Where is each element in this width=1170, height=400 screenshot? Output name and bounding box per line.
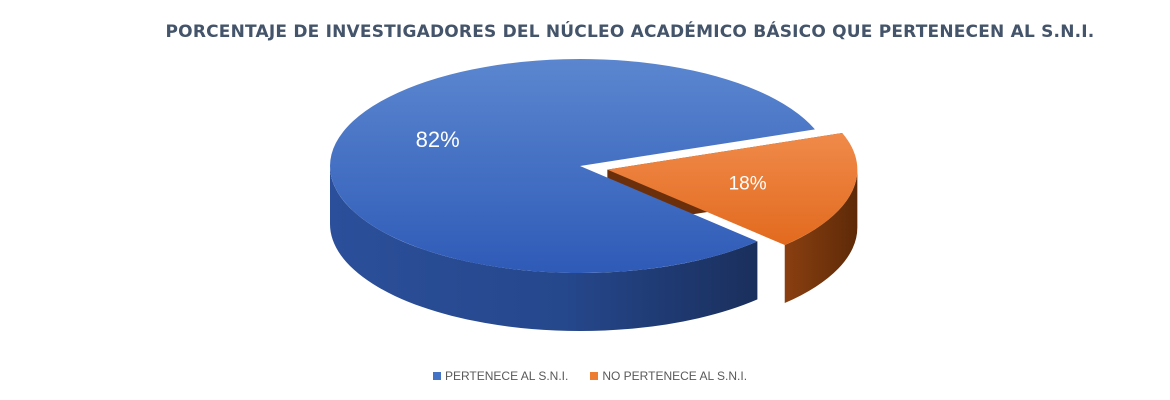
legend-label-no-pertenece: NO PERTENECE AL S.N.I. [602,369,748,383]
legend-item-pertenece: PERTENECE AL S.N.I. [432,369,569,383]
legend-item-no-pertenece: NO PERTENECE AL S.N.I. [590,369,747,383]
legend-swatch-no-pertenece [590,372,599,380]
pie-slice-pertenece [330,59,815,274]
legend-swatch-pertenece [432,372,441,380]
pie-side-pertenece [330,166,758,332]
pie-side-no-pertenece [784,169,858,304]
chart-title: PORCENTAJE DE INVESTIGADORES DEL NÚCLEO … [165,22,1095,42]
legend: PERTENECE AL S.N.I. NO PERTENECE AL S.N.… [0,369,1170,383]
data-label-pertenece: 82% [416,127,460,152]
pie-slice-no-pertenece [607,133,858,246]
legend-label-pertenece: PERTENECE AL S.N.I. [444,369,569,383]
data-label-no-pertenece: 18% [729,173,767,194]
